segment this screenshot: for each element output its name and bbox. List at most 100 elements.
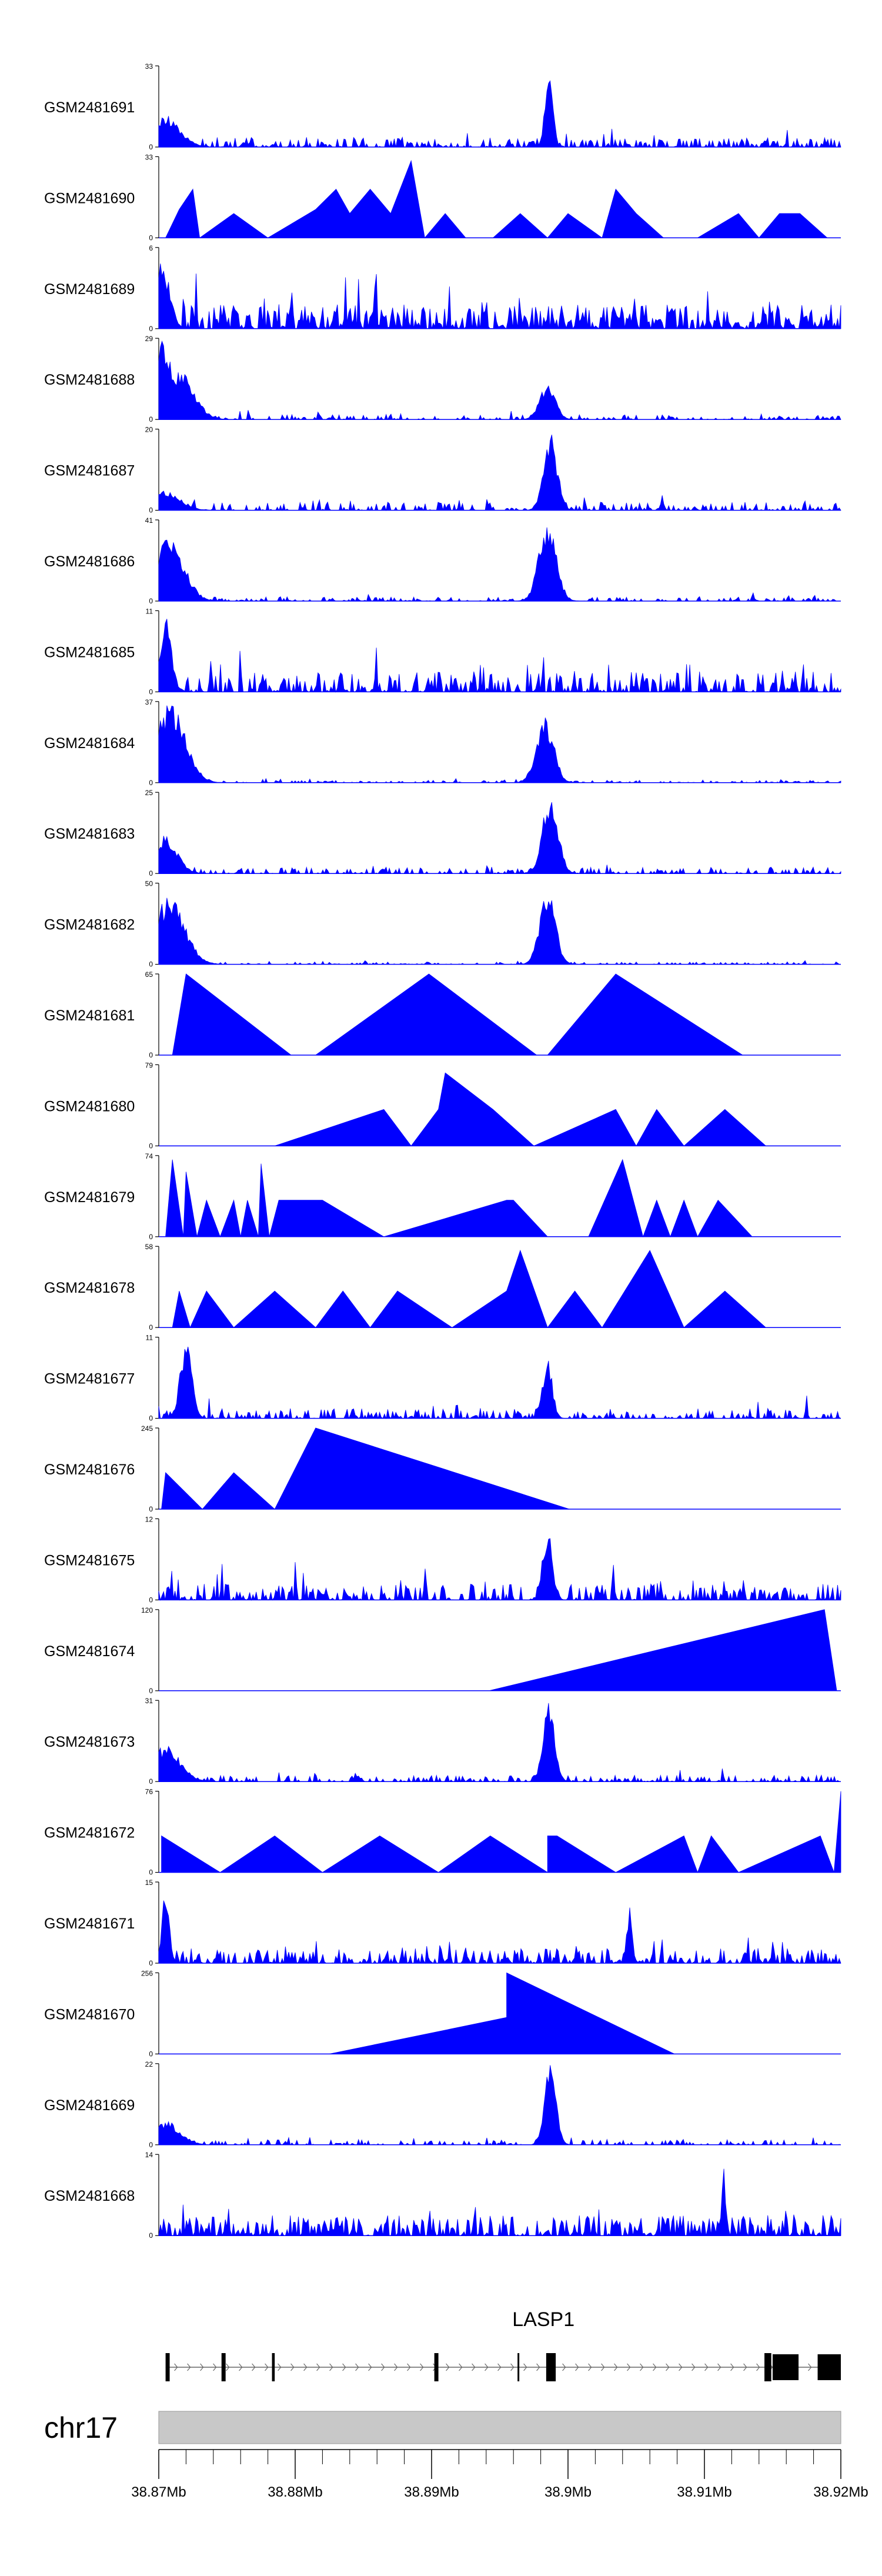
exon	[165, 2353, 170, 2381]
track-label: GSM2481674	[44, 1643, 135, 1660]
track-GSM2481680: GSM2481680 79 0	[44, 1061, 841, 1150]
y-tick-label: 11	[146, 1334, 153, 1342]
track-GSM2481688: GSM2481688 29 0	[44, 335, 841, 423]
strand-arrow	[342, 2363, 346, 2371]
y-tick-label: 33	[145, 153, 153, 161]
track-GSM2481687: GSM2481687 20 0	[44, 426, 841, 515]
chromosome-bar	[158, 2411, 841, 2444]
chromosome-axis: chr17 38.87Mb 38.88Mb 38.89Mb 38.9Mb 38.91Mb…	[44, 2411, 868, 2500]
strand-arrow	[614, 2363, 618, 2371]
track-label: GSM2481686	[44, 553, 135, 570]
strand-arrow	[174, 2363, 178, 2371]
strand-arrow	[239, 2363, 243, 2371]
y-tick-label: 0	[149, 688, 153, 696]
coverage-area	[158, 263, 841, 330]
y-tick-label: 0	[149, 1142, 153, 1150]
track-label: GSM2481677	[44, 1371, 135, 1387]
y-tick-label: 0	[149, 506, 153, 515]
gene-label: LASP1	[512, 2308, 574, 2331]
track-GSM2481668: GSM2481668 14 0	[44, 2151, 841, 2240]
x-tick-label: 38.87Mb	[131, 2484, 186, 2500]
x-tick-label: 38.88Mb	[268, 2484, 322, 2500]
strand-arrow	[743, 2363, 747, 2371]
y-tick-label: 14	[145, 2151, 153, 2159]
track-label: GSM2481678	[44, 1280, 135, 1296]
y-tick-label: 65	[145, 970, 153, 979]
track-GSM2481678: GSM2481678 58 0	[44, 1243, 841, 1332]
y-tick-label: 74	[145, 1152, 153, 1160]
strand-arrow	[575, 2363, 579, 2371]
track-label: GSM2481689	[44, 281, 135, 298]
strand-arrow	[200, 2363, 204, 2371]
strand-arrow	[730, 2363, 734, 2371]
y-tick-label: 0	[149, 779, 153, 787]
y-tick-label: 0	[149, 1687, 153, 1695]
coverage-area	[158, 2065, 841, 2146]
strand-arrow	[329, 2363, 333, 2371]
coverage-area	[161, 1427, 570, 1510]
strand-arrow	[717, 2363, 721, 2371]
strand-arrow	[420, 2363, 424, 2371]
y-tick-label: 0	[149, 1505, 153, 1513]
strand-arrow	[316, 2363, 320, 2371]
strand-arrow	[523, 2363, 527, 2371]
strand-arrow	[446, 2363, 450, 2371]
strand-arrow	[407, 2363, 411, 2371]
coverage-area	[165, 1159, 753, 1238]
track-GSM2481674: GSM2481674 120 0	[44, 1606, 841, 1695]
coverage-area	[172, 973, 744, 1056]
y-tick-label: 0	[149, 1959, 153, 1967]
strand-arrow	[265, 2363, 269, 2371]
strand-arrow	[562, 2363, 566, 2371]
coverage-area	[172, 1249, 767, 1329]
track-label: GSM2481688	[44, 372, 135, 388]
track-label: GSM2481680	[44, 1098, 135, 1115]
coverage-area	[158, 435, 841, 512]
y-tick-label: 0	[149, 1777, 153, 1786]
y-tick-label: 20	[145, 426, 153, 434]
strand-arrow	[213, 2363, 217, 2371]
y-tick-label: 0	[149, 2141, 153, 2149]
strand-arrow	[601, 2363, 605, 2371]
coverage-area	[158, 80, 841, 148]
y-tick-label: 37	[145, 698, 153, 706]
track-label: GSM2481675	[44, 1552, 135, 1569]
strand-arrow	[355, 2363, 359, 2371]
track-GSM2481672: GSM2481672 76 0	[44, 1788, 841, 1877]
track-GSM2481671: GSM2481671 15 0	[44, 1878, 841, 1967]
coverage-area	[158, 705, 841, 783]
y-tick-label: 0	[149, 233, 153, 242]
y-tick-label: 41	[145, 516, 153, 525]
track-label: GSM2481668	[44, 2188, 135, 2204]
x-tick-label: 38.9Mb	[544, 2484, 592, 2500]
gene-track: LASP1	[165, 2308, 841, 2381]
strand-arrow	[368, 2363, 372, 2371]
coverage-tracks: GSM2481691330GSM2481690330GSM248168960GS…	[44, 62, 841, 2240]
strand-arrow	[278, 2363, 282, 2371]
track-GSM2481691: GSM2481691 33 0	[44, 62, 841, 151]
track-GSM2481683: GSM2481683 25 0	[44, 789, 841, 877]
strand-arrow	[704, 2363, 709, 2371]
track-GSM2481669: GSM2481669 22 0	[44, 2060, 841, 2149]
y-tick-label: 0	[149, 597, 153, 605]
strand-arrow	[303, 2363, 308, 2371]
track-GSM2481670: GSM2481670 256 0	[44, 1969, 841, 2058]
track-label: GSM2481669	[44, 2097, 135, 2114]
y-tick-label: 31	[145, 1697, 153, 1705]
strand-arrow	[691, 2363, 696, 2371]
x-tick-label: 38.91Mb	[677, 2484, 731, 2500]
track-label: GSM2481672	[44, 1825, 135, 1841]
track-GSM2481689: GSM2481689 6 0	[44, 244, 841, 333]
track-label: GSM2481681	[44, 1007, 135, 1024]
track-label: GSM2481685	[44, 644, 135, 660]
strand-arrow	[679, 2363, 683, 2371]
coverage-area	[158, 2168, 841, 2237]
coverage-area	[165, 159, 828, 239]
y-tick-label: 0	[149, 325, 153, 333]
coverage-area	[275, 1072, 767, 1147]
y-tick-label: 120	[141, 1606, 153, 1614]
track-GSM2481679: GSM2481679 74 0	[44, 1152, 841, 1241]
exon	[221, 2353, 226, 2381]
track-label: GSM2481670	[44, 2006, 135, 2023]
